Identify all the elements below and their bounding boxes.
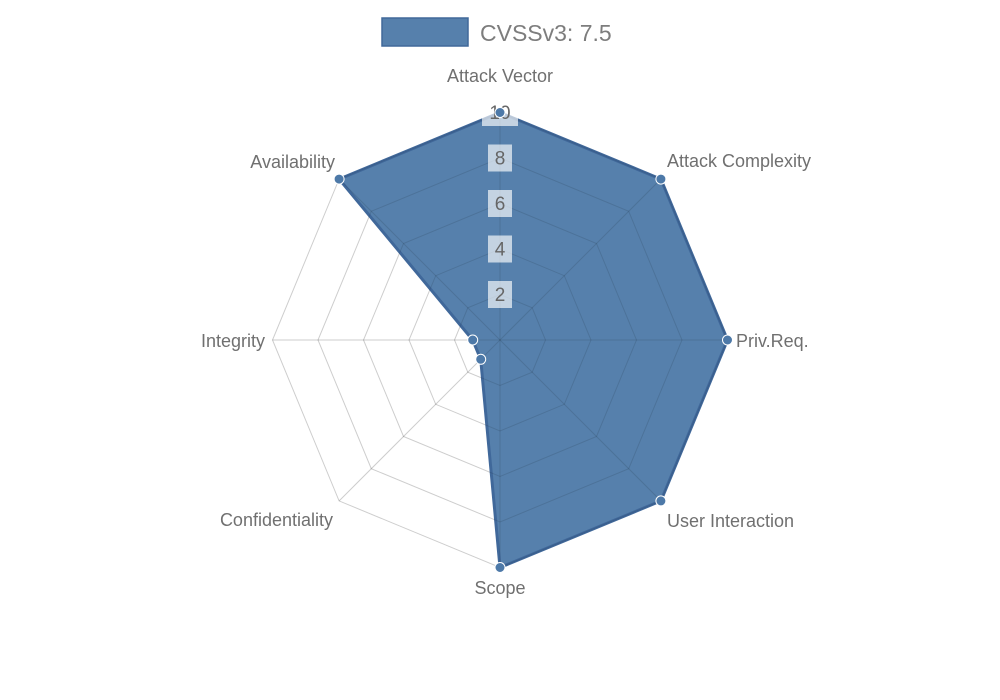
grid-ring-overlay-8 [317, 157, 683, 523]
axis-label-priv-req: Priv.Req. [736, 331, 809, 351]
grid-ring-overlay-6 [362, 202, 638, 478]
axis-line-confidentiality [338, 339, 501, 502]
axis-line-overlay-availability [338, 178, 501, 341]
tick-label-8: 8 [495, 149, 506, 170]
data-point-user-interaction [655, 495, 667, 507]
grid-ring-overlay-4 [408, 248, 592, 432]
axis-label-user-interaction: User Interaction [667, 511, 794, 531]
axis-label-attack-vector: Attack Vector [447, 66, 553, 86]
legend-label[interactable]: CVSSv3: 7.5 [480, 20, 612, 46]
data-point-attack-vector [494, 107, 506, 118]
axis-label-integrity: Integrity [201, 331, 265, 351]
axis-label-scope: Scope [474, 578, 525, 598]
axis-label-availability: Availability [250, 152, 335, 172]
axis-line-overlay-confidentiality [338, 339, 501, 502]
tick-label-2: 2 [495, 285, 506, 306]
gridlines-overlay [271, 111, 729, 569]
tick-label-4: 4 [495, 240, 506, 261]
data-point-confidentiality [475, 353, 487, 365]
tick-backdrop-6 [488, 190, 512, 217]
tick-backdrop-2 [488, 281, 512, 308]
tick-backdrop-8 [488, 144, 512, 172]
data-point-scope [494, 562, 506, 573]
axis-label-confidentiality: Confidentiality [220, 510, 333, 530]
legend-swatch[interactable] [381, 17, 469, 47]
data-point-attack-complexity [655, 173, 667, 185]
data-point-integrity [467, 334, 479, 346]
axis-line-overlay-attack-complexity [499, 178, 662, 341]
axis-label-attack-complexity: Attack Complexity [667, 151, 811, 171]
tick-label-6: 6 [495, 194, 506, 215]
grid-ring-overlay-2 [453, 293, 547, 387]
data-point-availability [333, 173, 345, 185]
axis-label-layer: Attack Vector Attack Complexity Priv.Req. U… [201, 66, 811, 598]
tick-backdrop-4 [488, 235, 512, 263]
axis-line-overlay-user-interaction [499, 339, 662, 502]
data-point-priv-req [722, 334, 733, 346]
point-layer [333, 107, 733, 573]
legend-item[interactable]: CVSSv3: 7.5 [381, 17, 612, 47]
